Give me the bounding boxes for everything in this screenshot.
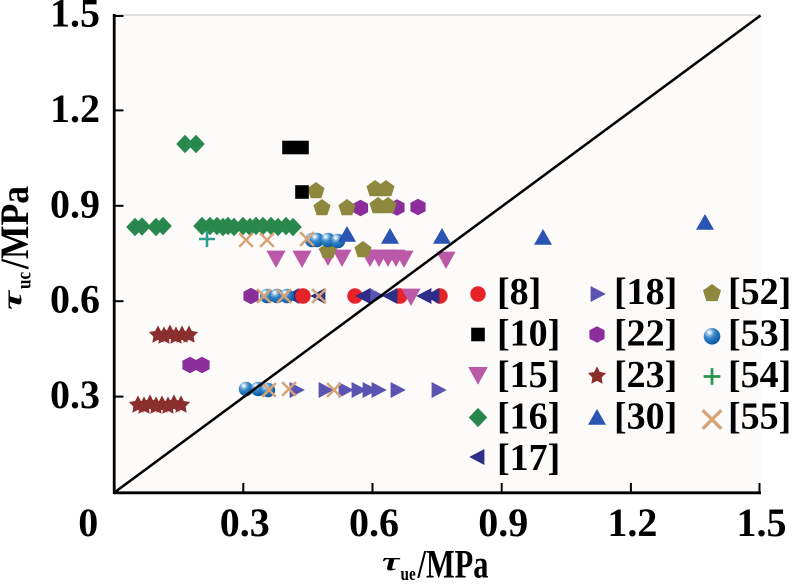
svg-text:[8]: [8] [497,271,541,313]
svg-text:0.9: 0.9 [50,181,100,226]
svg-text:1.5: 1.5 [737,500,787,545]
svg-text:/MPa: /MPa [0,186,38,270]
svg-text:uc: uc [13,272,36,289]
svg-text:[17]: [17] [497,437,560,479]
svg-text:[15]: [15] [497,354,560,396]
svg-text:0: 0 [78,500,98,545]
svg-text:/MPa: /MPa [417,541,489,584]
svg-text:ue: ue [401,563,417,584]
svg-text:τ: τ [382,547,401,576]
svg-text:[18]: [18] [614,271,677,313]
svg-text:[16]: [16] [497,396,560,438]
svg-text:0.9: 0.9 [478,500,528,545]
svg-text:[54]: [54] [728,354,791,396]
svg-text:0.3: 0.3 [50,372,100,417]
svg-text:[30]: [30] [614,396,677,438]
svg-text:1.2: 1.2 [607,500,657,545]
svg-text:0.6: 0.6 [349,500,399,545]
svg-text:[22]: [22] [614,313,677,355]
svg-text:1.2: 1.2 [50,86,100,131]
svg-text:[23]: [23] [614,354,677,396]
svg-text:0.3: 0.3 [220,500,270,545]
svg-text:0.6: 0.6 [50,277,100,322]
svg-text:[53]: [53] [728,313,791,355]
svg-text:1.5: 1.5 [50,0,100,36]
svg-text:[10]: [10] [497,313,560,355]
svg-text:[55]: [55] [728,396,791,438]
svg-text:[52]: [52] [728,271,791,313]
svg-text:τ: τ [0,290,27,310]
